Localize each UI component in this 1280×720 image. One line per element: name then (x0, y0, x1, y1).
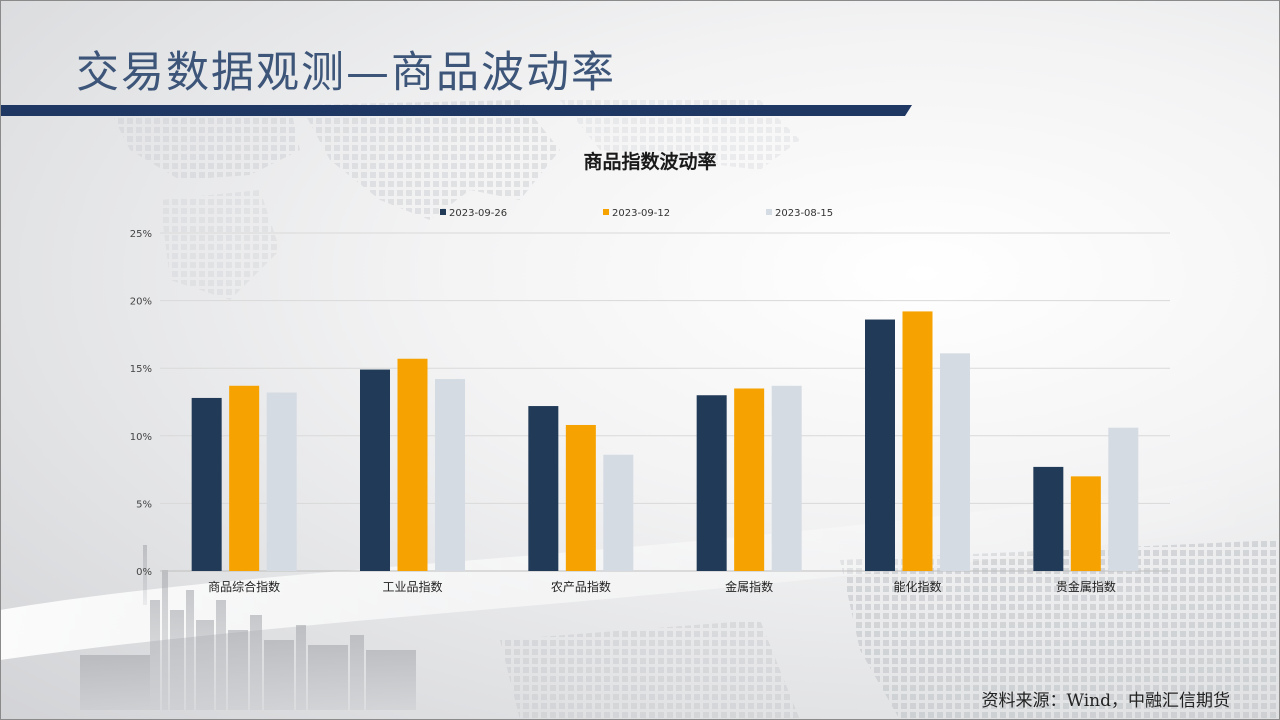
title-underline-bar (0, 105, 912, 116)
x-tick-label: 工业品指数 (382, 579, 442, 594)
map-pattern (840, 540, 1280, 720)
y-tick-label: 0% (136, 567, 152, 578)
map-pattern (300, 100, 560, 220)
bar (397, 358, 428, 571)
map-pattern (110, 105, 300, 180)
chart-legend: 2023-09-26 2023-09-12 2023-08-15 (0, 208, 1280, 222)
bar (1070, 476, 1101, 571)
bar (603, 454, 634, 571)
source-note: 资料来源：Wind，中融汇信期货 (981, 691, 1230, 711)
x-tick-label: 农产品指数 (551, 579, 611, 594)
bar (771, 385, 802, 571)
legend-swatch (440, 209, 446, 215)
legend-swatch (603, 209, 609, 215)
bar (940, 353, 970, 571)
bar (1108, 427, 1139, 571)
legend-item: 2023-09-12 (603, 208, 670, 219)
bar (865, 319, 895, 571)
y-tick-label: 25% (130, 229, 152, 240)
slide-title: 交易数据观测—商品波动率 (76, 48, 616, 98)
bar (266, 392, 297, 571)
bar (902, 311, 933, 571)
bar (565, 424, 596, 571)
chart-title: 商品指数波动率 (583, 151, 717, 173)
legend-label: 2023-08-15 (775, 208, 834, 219)
bar (696, 395, 727, 571)
map-pattern (560, 100, 800, 170)
bar (435, 379, 465, 571)
x-tick-label: 商品综合指数 (208, 579, 280, 594)
bar (229, 385, 260, 571)
legend-swatch (766, 209, 772, 215)
x-tick-label: 能化指数 (893, 579, 941, 594)
y-tick-label: 10% (130, 432, 152, 443)
city-skyline (80, 545, 416, 710)
x-tick-label: 贵金属指数 (1056, 579, 1116, 594)
bar (1033, 466, 1064, 571)
map-pattern (500, 620, 800, 720)
y-tick-label: 20% (130, 297, 152, 308)
legend-label: 2023-09-12 (612, 208, 671, 219)
map-pattern (160, 190, 280, 300)
legend-label: 2023-09-26 (449, 208, 508, 219)
legend-item: 2023-08-15 (766, 208, 833, 219)
y-tick-label: 5% (136, 499, 152, 510)
legend-item: 2023-09-26 (440, 208, 507, 219)
bar (528, 406, 559, 571)
bar (734, 388, 765, 571)
bar (191, 397, 222, 571)
x-tick-label: 金属指数 (725, 579, 773, 594)
y-tick-label: 15% (130, 364, 152, 375)
bar (360, 369, 390, 571)
